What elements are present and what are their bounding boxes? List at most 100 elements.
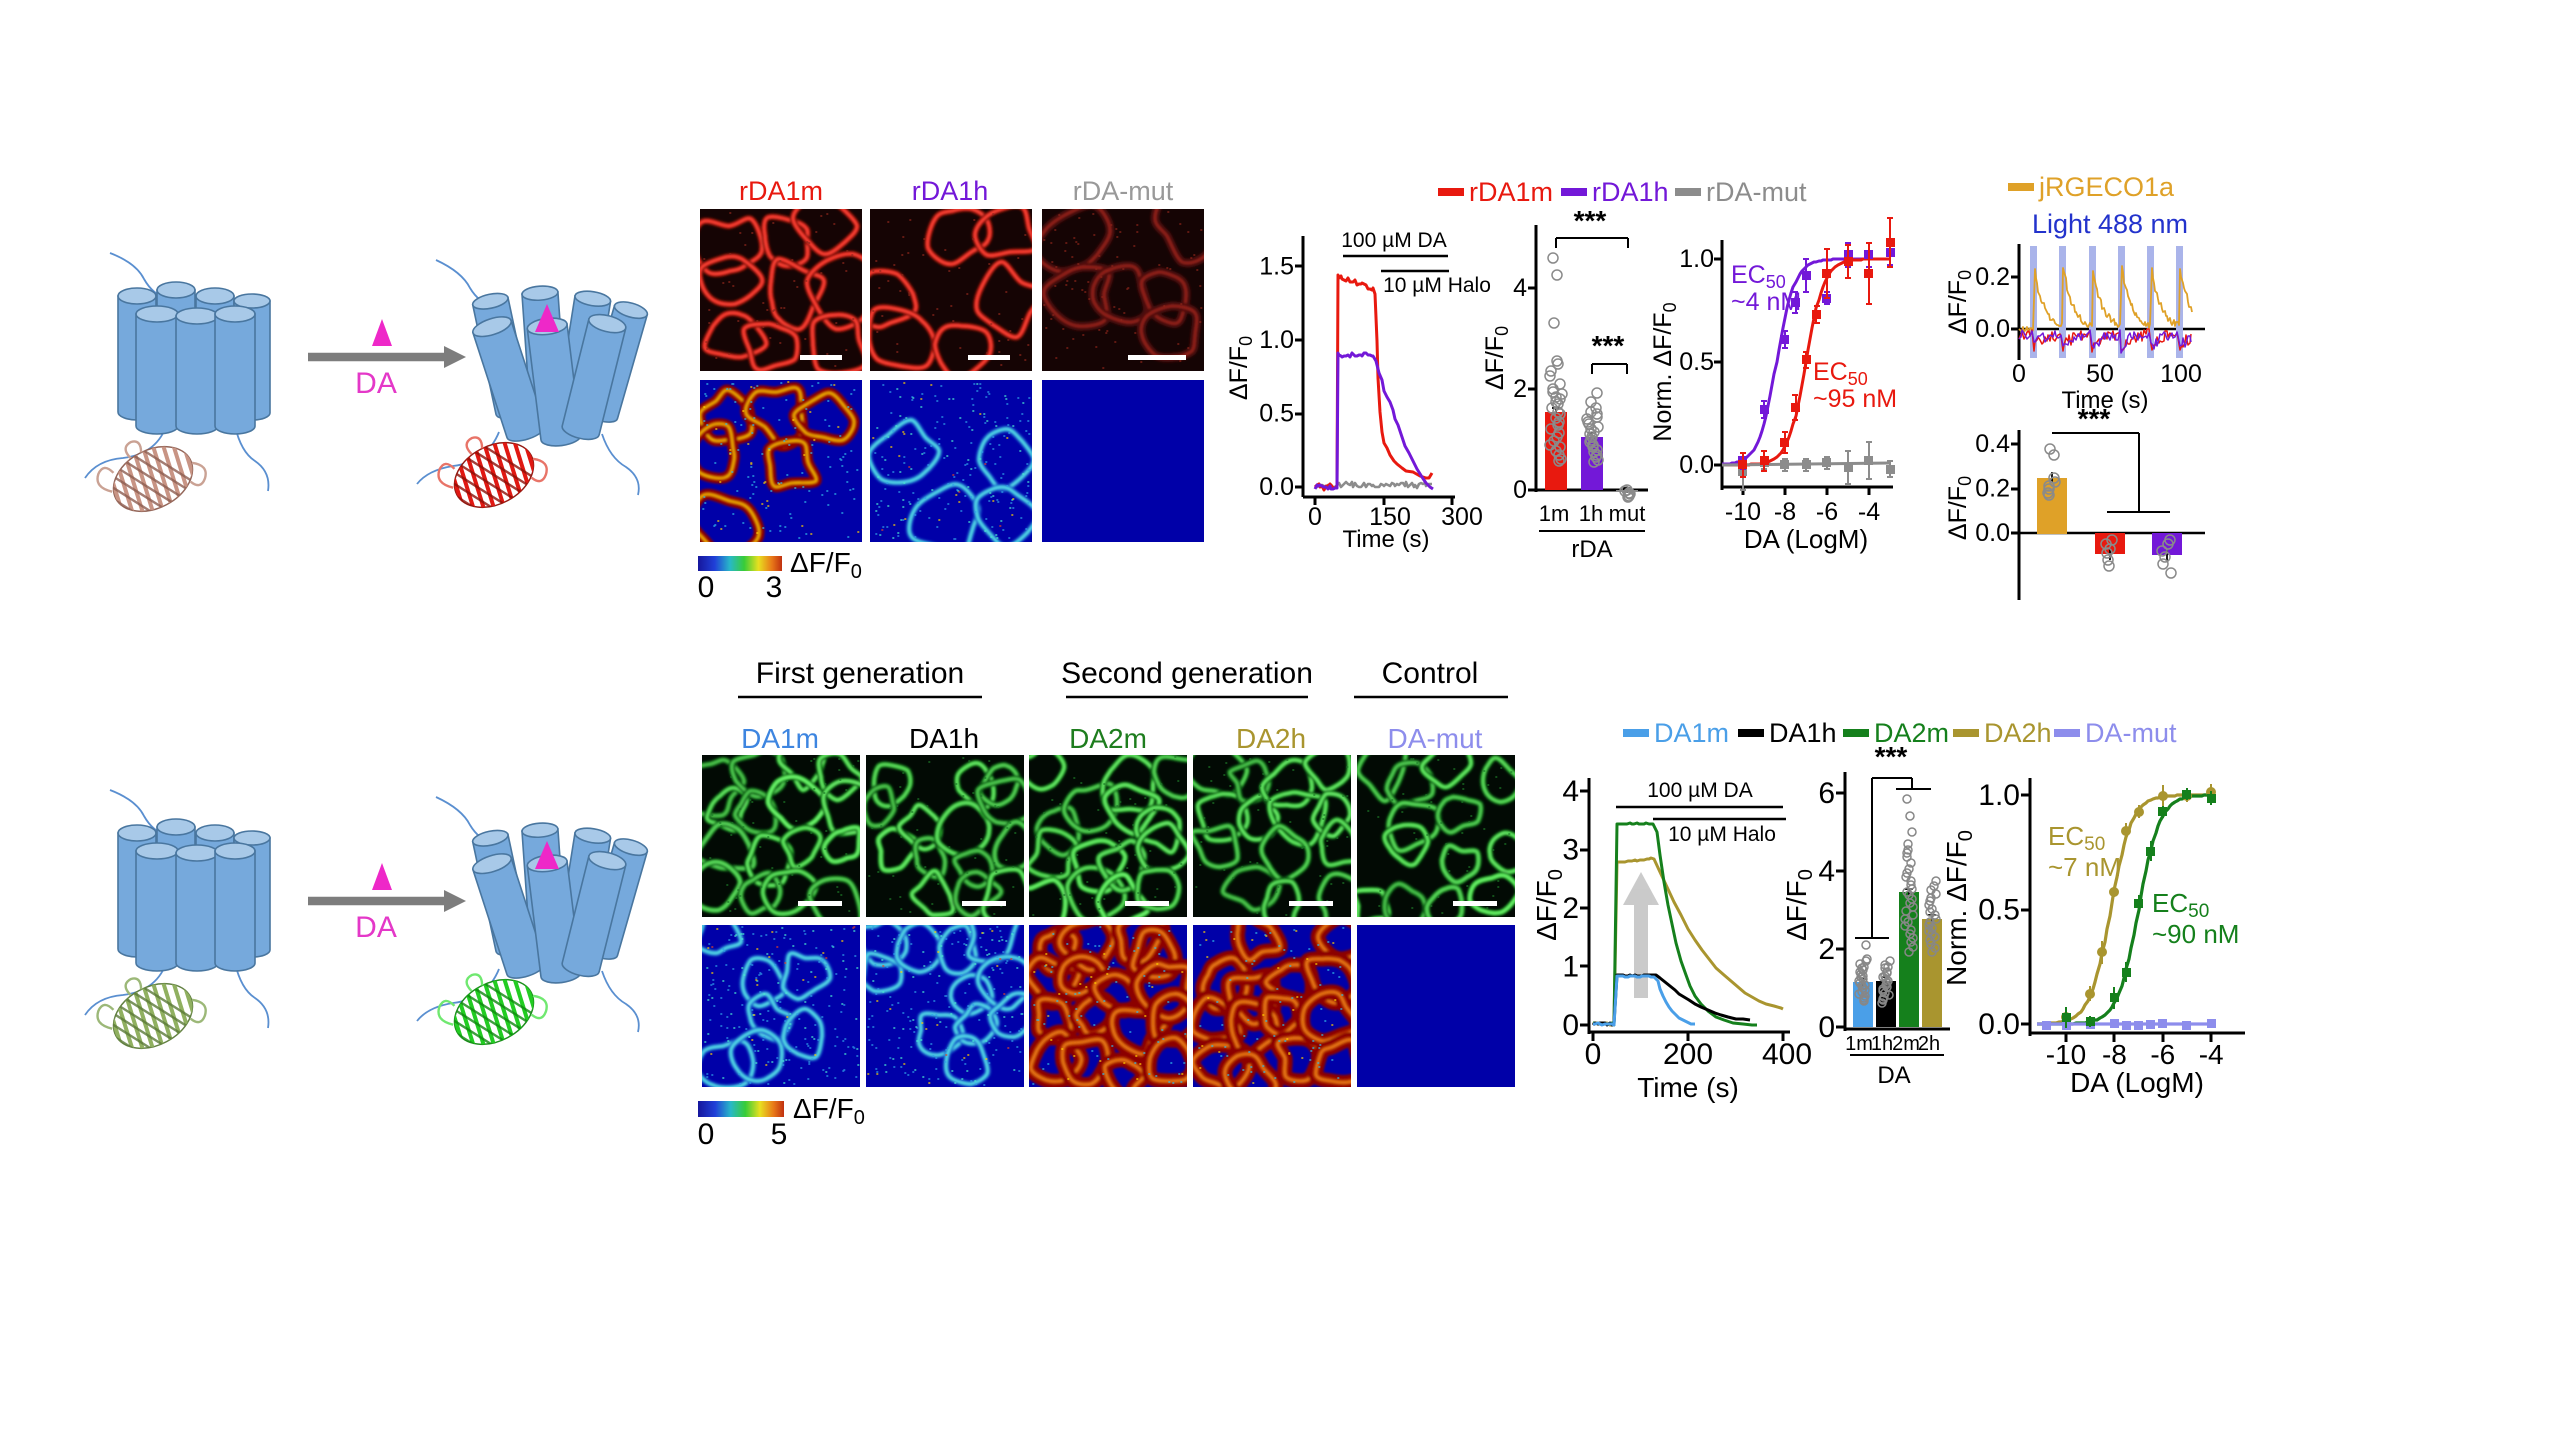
- svg-text:1.5: 1.5: [1259, 253, 1294, 281]
- svg-text:0.0: 0.0: [1259, 473, 1294, 501]
- svg-text:Norm. ΔF/F0: Norm. ΔF/F0: [1649, 302, 1680, 441]
- svg-text:0.0: 0.0: [1975, 519, 2010, 547]
- svg-text:1h: 1h: [1579, 501, 1603, 526]
- svg-text:0.0: 0.0: [1975, 315, 2010, 343]
- svg-text:Time (s): Time (s): [2061, 387, 2148, 414]
- svg-text:0: 0: [698, 1118, 715, 1151]
- svg-text:1m: 1m: [1845, 1033, 1873, 1055]
- svg-text:50: 50: [2086, 360, 2114, 388]
- svg-text:EC50: EC50: [2152, 888, 2209, 922]
- svg-text:DA (LogM): DA (LogM): [2070, 1067, 2204, 1098]
- svg-text:Light 488 nm: Light 488 nm: [2032, 209, 2188, 239]
- svg-text:0: 0: [1585, 1038, 1602, 1071]
- svg-text:DA: DA: [1877, 1062, 1910, 1089]
- svg-text:ΔF/F0: ΔF/F0: [1225, 336, 1256, 400]
- svg-text:4: 4: [1513, 274, 1527, 302]
- svg-text:0.4: 0.4: [1975, 430, 2010, 458]
- svg-text:5: 5: [771, 1118, 788, 1151]
- svg-text:~90 nM: ~90 nM: [2152, 919, 2239, 949]
- svg-text:-4: -4: [2199, 1039, 2224, 1070]
- svg-text:***: ***: [2078, 403, 2111, 434]
- svg-text:rDA-mut: rDA-mut: [1073, 176, 1174, 206]
- svg-text:4: 4: [1818, 855, 1835, 888]
- svg-text:2: 2: [1562, 892, 1579, 925]
- svg-text:1h: 1h: [1871, 1033, 1893, 1055]
- svg-text:DA: DA: [355, 911, 397, 944]
- svg-text:DA1m: DA1m: [741, 723, 819, 754]
- svg-text:DA1h: DA1h: [1769, 718, 1837, 748]
- svg-text:ΔF/F0: ΔF/F0: [1944, 476, 1975, 540]
- svg-text:0: 0: [2012, 360, 2026, 388]
- svg-text:~7 nM: ~7 nM: [2048, 852, 2121, 882]
- svg-text:3: 3: [766, 571, 783, 604]
- svg-text:1: 1: [1562, 951, 1579, 984]
- svg-text:0.0: 0.0: [1679, 451, 1714, 479]
- svg-text:DA (LogM): DA (LogM): [1744, 524, 1868, 554]
- svg-text:0.2: 0.2: [1975, 475, 2010, 503]
- svg-text:Control: Control: [1382, 657, 1479, 690]
- svg-text:Norm. ΔF/F0: Norm. ΔF/F0: [1941, 830, 1977, 986]
- svg-text:-10: -10: [2046, 1039, 2086, 1070]
- svg-text:DA1h: DA1h: [909, 723, 979, 754]
- svg-text:100 µM DA: 100 µM DA: [1647, 779, 1752, 802]
- svg-text:Second generation: Second generation: [1061, 657, 1313, 690]
- svg-text:rDA1h: rDA1h: [912, 176, 989, 206]
- svg-text:-4: -4: [1858, 498, 1880, 526]
- svg-text:ΔF/F0: ΔF/F0: [793, 1093, 865, 1129]
- svg-text:***: ***: [1574, 205, 1607, 236]
- svg-text:-6: -6: [2150, 1039, 2175, 1070]
- svg-text:1m: 1m: [1539, 501, 1570, 526]
- svg-text:~95 nM: ~95 nM: [1813, 385, 1897, 413]
- svg-text:DA2h: DA2h: [1236, 723, 1306, 754]
- svg-text:-6: -6: [1816, 498, 1838, 526]
- svg-text:Time (s): Time (s): [1637, 1072, 1739, 1103]
- svg-text:0.0: 0.0: [1978, 1008, 2020, 1041]
- svg-text:rDA1m: rDA1m: [739, 176, 823, 206]
- svg-text:rDA1m: rDA1m: [1469, 177, 1553, 207]
- svg-text:0.5: 0.5: [1259, 400, 1294, 428]
- svg-text:0: 0: [1513, 476, 1527, 504]
- svg-text:2m: 2m: [1892, 1033, 1920, 1055]
- svg-text:1.0: 1.0: [1978, 779, 2020, 812]
- svg-text:0.5: 0.5: [1679, 348, 1714, 376]
- svg-text:2: 2: [1513, 375, 1527, 403]
- svg-text:10 µM Halo: 10 µM Halo: [1383, 274, 1491, 297]
- svg-text:-8: -8: [2102, 1039, 2127, 1070]
- svg-text:ΔF/F0: ΔF/F0: [1531, 869, 1567, 941]
- svg-text:-10: -10: [1725, 498, 1761, 526]
- svg-text:ΔF/F0: ΔF/F0: [790, 547, 862, 583]
- svg-text:~4 nM: ~4 nM: [1731, 288, 1801, 316]
- svg-text:-8: -8: [1774, 498, 1796, 526]
- svg-text:DA2h: DA2h: [1984, 718, 2052, 748]
- svg-text:150: 150: [1369, 503, 1411, 531]
- svg-text:300: 300: [1441, 503, 1483, 531]
- svg-text:ΔF/F0: ΔF/F0: [1944, 270, 1975, 334]
- svg-text:mut: mut: [1609, 501, 1646, 526]
- svg-text:4: 4: [1562, 775, 1579, 808]
- svg-text:DA: DA: [355, 367, 397, 400]
- svg-text:0: 0: [698, 571, 715, 604]
- svg-text:0: 0: [1818, 1011, 1835, 1044]
- svg-text:rDA1h: rDA1h: [1592, 177, 1669, 207]
- svg-text:1.0: 1.0: [1679, 245, 1714, 273]
- svg-text:2h: 2h: [1918, 1033, 1940, 1055]
- svg-text:rDA: rDA: [1571, 536, 1612, 563]
- svg-text:6: 6: [1818, 777, 1835, 810]
- svg-text:DA-mut: DA-mut: [2085, 718, 2177, 748]
- svg-text:2: 2: [1818, 933, 1835, 966]
- svg-text:100: 100: [2160, 360, 2202, 388]
- svg-text:3: 3: [1562, 834, 1579, 867]
- svg-text:ΔF/F0: ΔF/F0: [1781, 869, 1817, 941]
- svg-text:DA-mut: DA-mut: [1388, 723, 1483, 754]
- svg-text:ΔF/F0: ΔF/F0: [1481, 326, 1512, 390]
- svg-text:400: 400: [1762, 1038, 1812, 1071]
- svg-text:***: ***: [1875, 741, 1908, 772]
- svg-text:0.2: 0.2: [1975, 263, 2010, 291]
- svg-text:***: ***: [1592, 330, 1625, 361]
- svg-text:rDA-mut: rDA-mut: [1706, 177, 1807, 207]
- svg-text:200: 200: [1663, 1038, 1713, 1071]
- svg-text:0: 0: [1562, 1009, 1579, 1042]
- svg-text:100 µM DA: 100 µM DA: [1341, 229, 1446, 252]
- svg-text:10 µM Halo: 10 µM Halo: [1668, 823, 1776, 846]
- svg-text:jRGECO1a: jRGECO1a: [2038, 172, 2175, 202]
